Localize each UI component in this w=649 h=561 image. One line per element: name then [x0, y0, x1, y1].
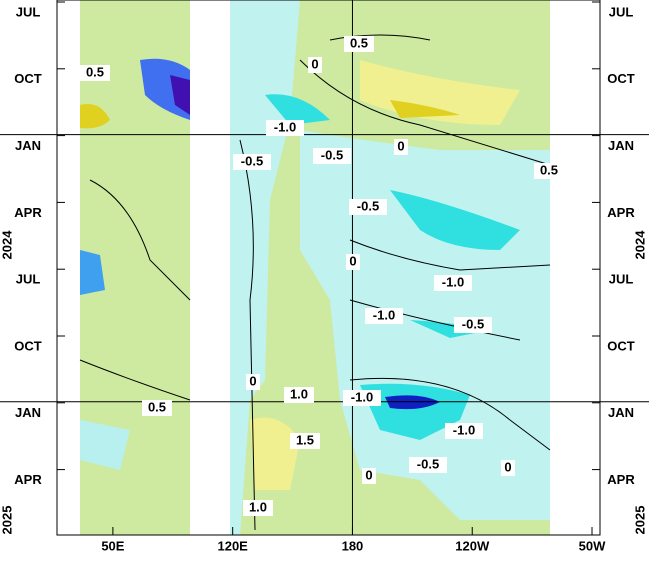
field: [79, 0, 551, 535]
contour-label: 0.5: [350, 35, 368, 50]
y-tick-label: APR: [14, 472, 42, 487]
x-tick-label: 50W: [579, 538, 606, 553]
contour-label-bg: [243, 500, 273, 516]
contour-label: 0: [349, 253, 356, 268]
contour-label: 0: [365, 467, 372, 482]
contour-label: -0.5: [417, 456, 439, 471]
year-label: 2025: [0, 506, 14, 535]
contour-label: 1.5: [296, 432, 314, 447]
contour-label-bg: [308, 57, 322, 73]
year-label: 2024: [0, 230, 14, 260]
contour-label: 0: [311, 56, 318, 71]
contour-label-bg: [233, 154, 271, 170]
contour-label-bg: [445, 423, 483, 439]
y-tick-label-right: OCT: [607, 338, 635, 353]
contour-label-bg: [246, 374, 260, 390]
contour-label: 0.5: [86, 64, 104, 79]
y-tick-label-right: OCT: [607, 71, 635, 86]
x-tick-label: 50E: [101, 538, 124, 553]
contour-label-bg: [362, 468, 376, 484]
contour-label: -0.5: [321, 147, 343, 162]
contour-label-bg: [394, 139, 408, 155]
y-tick-label: OCT: [14, 71, 42, 86]
contour-label: 0: [249, 373, 256, 388]
contour-label: 0: [504, 459, 511, 474]
x-tick-label: 120E: [217, 538, 248, 553]
y-tick-label: JUL: [16, 4, 41, 19]
contour-label-bg: [434, 275, 472, 291]
contour-label-bg: [290, 433, 320, 449]
contour-label: 1.0: [290, 386, 308, 401]
contour-label: -0.5: [357, 198, 379, 213]
contour-label-bg: [365, 308, 403, 324]
contour-label: -1.0: [373, 307, 395, 322]
year-label-right: 2024: [632, 230, 647, 260]
contour-label: -1.0: [351, 389, 373, 404]
contour-label: -1.0: [274, 119, 296, 134]
contour-label: -0.5: [241, 153, 263, 168]
y-tick-label: OCT: [14, 338, 42, 353]
x-tick-label: 120W: [455, 538, 490, 553]
contour-label-bg: [313, 148, 351, 164]
y-tick-label-right: APR: [607, 472, 635, 487]
contour-label-bg: [266, 120, 304, 136]
contour-label: 1.0: [249, 499, 267, 514]
contour-label: 0.5: [148, 399, 166, 414]
year-label-right: 2025: [632, 506, 647, 535]
contour-label-bg: [344, 36, 374, 52]
contour-label: -0.5: [462, 316, 484, 331]
plot-frame: [56, 0, 601, 536]
contour-label-bg: [346, 254, 360, 270]
y-tick-label: APR: [14, 205, 42, 220]
y-tick-label: JAN: [15, 138, 41, 153]
contour-label-bg: [284, 387, 314, 403]
x-tick-label: 180: [342, 538, 364, 553]
contour-label: -1.0: [442, 274, 464, 289]
contour-label-bg: [142, 400, 172, 416]
y-tick-label: JAN: [15, 405, 41, 420]
contour-label-bg: [409, 457, 447, 473]
contour-label: 0: [397, 138, 404, 153]
contour-label-bg: [343, 390, 381, 406]
contour-label: -1.0: [453, 422, 475, 437]
y-tick-label: JUL: [16, 272, 41, 287]
contour-label-bg: [534, 163, 564, 179]
y-tick-label-right: JAN: [608, 405, 634, 420]
y-tick-label-right: JAN: [608, 138, 634, 153]
contour-label: 0.5: [540, 162, 558, 177]
contour-label-bg: [501, 460, 515, 476]
contour-label-bg: [80, 65, 110, 81]
contour-label-bg: [454, 317, 492, 333]
contour-label-bg: [349, 199, 387, 215]
y-tick-label-right: JUL: [609, 272, 634, 287]
y-tick-label-right: JUL: [609, 4, 634, 19]
y-tick-label-right: APR: [607, 205, 635, 220]
